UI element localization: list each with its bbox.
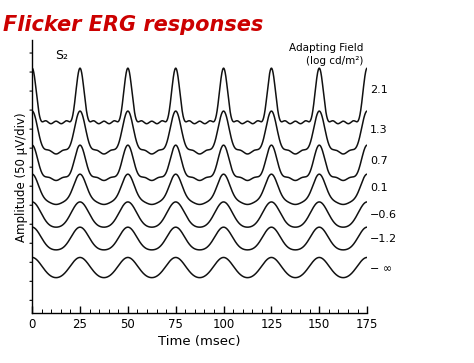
- Text: Flicker ERG responses: Flicker ERG responses: [2, 15, 263, 34]
- Text: 0.7: 0.7: [370, 156, 388, 166]
- Text: −0.6: −0.6: [370, 209, 397, 220]
- Text: − ∞: − ∞: [370, 264, 392, 274]
- Y-axis label: Amplitude (50 μV/div): Amplitude (50 μV/div): [15, 112, 28, 241]
- Text: 0.1: 0.1: [370, 183, 388, 193]
- Text: 1.3: 1.3: [370, 125, 388, 135]
- Text: Adapting Field
(log cd/m²): Adapting Field (log cd/m²): [290, 43, 364, 66]
- Text: S₂: S₂: [55, 49, 69, 62]
- Text: −1.2: −1.2: [370, 233, 397, 244]
- Text: 2.1: 2.1: [370, 85, 388, 95]
- X-axis label: Time (msec): Time (msec): [158, 335, 241, 348]
